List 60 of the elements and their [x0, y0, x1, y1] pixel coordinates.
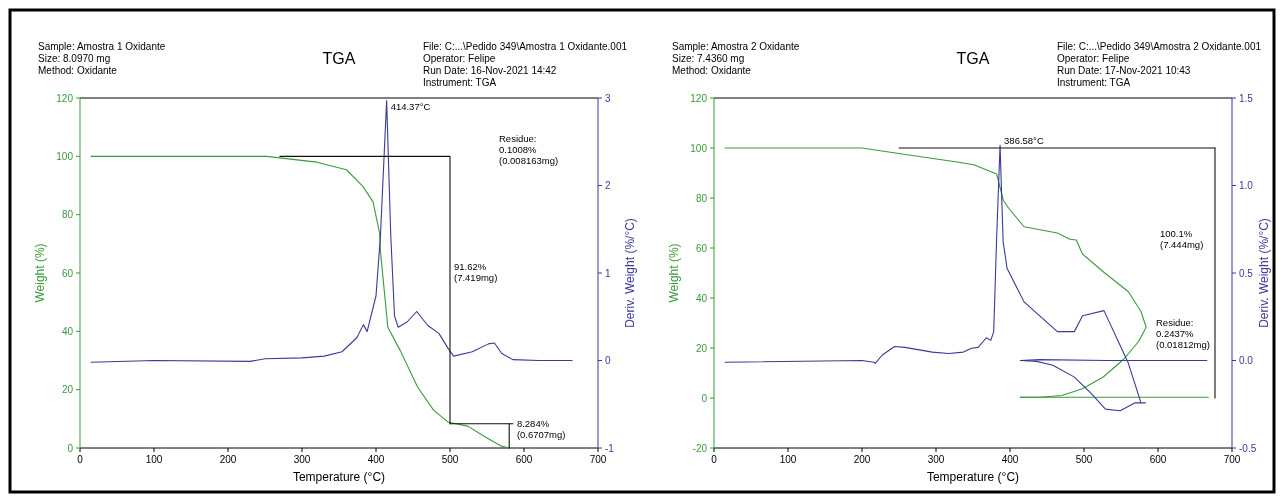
y-tick-label: 80: [61, 209, 74, 221]
y2-tick-label: -1: [605, 442, 615, 454]
y-tick-label: 60: [695, 242, 708, 254]
x-tick-label: 500: [441, 454, 459, 465]
annotation: 100.1% (7.444mg): [1160, 228, 1204, 250]
y-tick-label: 0: [67, 442, 74, 454]
chart-title: TGA: [322, 50, 356, 67]
y-axis-title: Weight (%): [667, 243, 681, 303]
x-tick-label: 200: [219, 454, 237, 465]
annotation: 386.58°C: [1004, 134, 1044, 146]
annotation: Residue: 0.2437% (0.01812mg): [1156, 317, 1210, 350]
x-tick-label: 200: [853, 454, 871, 465]
y-tick-label: 60: [61, 267, 74, 279]
y-tick-label: 20: [61, 384, 74, 396]
y2-axis-title: Deriv. Weight (%/°C): [623, 218, 637, 328]
annotation: 8.284% (0.6707mg): [516, 417, 566, 440]
x-tick-label: 0: [711, 454, 718, 465]
x-tick-label: 600: [1149, 454, 1167, 465]
text: File: C:...\Pedido 349\Amostra 1 Oxidante.001 Operator: Felipe Run Date: 16-Nov-2021 14:42 Instrument: TGA: [423, 41, 628, 88]
chart-subtitle: Sample: Amostra 1 Oxidante Size: 8.0970 mg Method: Oxidante: [38, 41, 166, 76]
x-tick-label: 400: [367, 454, 385, 465]
y2-axis-title: Deriv. Weight (%/°C): [1257, 218, 1271, 328]
y2-tick-label: 1.0: [1239, 180, 1254, 191]
x-tick-label: 300: [927, 454, 945, 465]
y-tick-label: 80: [695, 192, 708, 204]
y-tick-label: 40: [695, 292, 708, 304]
x-tick-label: 500: [1075, 454, 1093, 465]
x-axis-title: Temperature (°C): [926, 470, 1020, 484]
x-tick-label: 300: [293, 454, 311, 465]
y-tick-label: 100: [690, 142, 708, 154]
y-tick-label: 20: [695, 342, 708, 354]
y-tick-label: 100: [56, 150, 74, 162]
annotation: 91.62% (7.419mg): [454, 261, 498, 284]
annotation: 414.37°C: [390, 100, 431, 112]
y-tick-label: -20: [692, 442, 708, 454]
x-tick-label: 100: [779, 454, 797, 465]
x-tick-label: 700: [589, 454, 607, 465]
y-tick-label: 120: [56, 92, 74, 104]
y2-tick-label: 3: [605, 92, 611, 104]
x-axis-title: Temperature (°C): [292, 470, 386, 484]
y2-tick-label: 0.5: [1239, 267, 1254, 279]
y2-tick-label: 1.5: [1239, 92, 1254, 104]
y2-tick-label: 1: [605, 267, 611, 279]
y-axis-title: Weight (%): [33, 243, 47, 303]
x-tick-label: 100: [145, 454, 163, 465]
y-tick-label: 40: [61, 325, 74, 337]
text: File: C:...\Pedido 349\Amostra 2 Oxidante.001 Operator: Felipe Run Date: 17-Nov-2021 10:43 Instrument: TGA: [1057, 41, 1262, 88]
chart-subtitle: Sample: Amostra 2 Oxidante Size: 7.4360 mg Method: Oxidante: [672, 41, 800, 76]
y2-tick-label: 2: [605, 180, 611, 191]
y2-tick-label: 0: [605, 355, 611, 366]
y-tick-label: 0: [701, 392, 708, 404]
y2-tick-label: -0.5: [1239, 442, 1257, 454]
x-tick-label: 600: [515, 454, 533, 465]
y-tick-label: 120: [690, 92, 708, 104]
chart-title: TGA: [956, 50, 990, 67]
annotation: Residue: 0.1008% (0.008163mg): [499, 133, 559, 166]
x-tick-label: 400: [1001, 454, 1019, 465]
x-tick-label: 700: [1223, 454, 1241, 465]
x-tick-label: 0: [77, 454, 84, 465]
y2-tick-label: 0.0: [1239, 355, 1254, 366]
